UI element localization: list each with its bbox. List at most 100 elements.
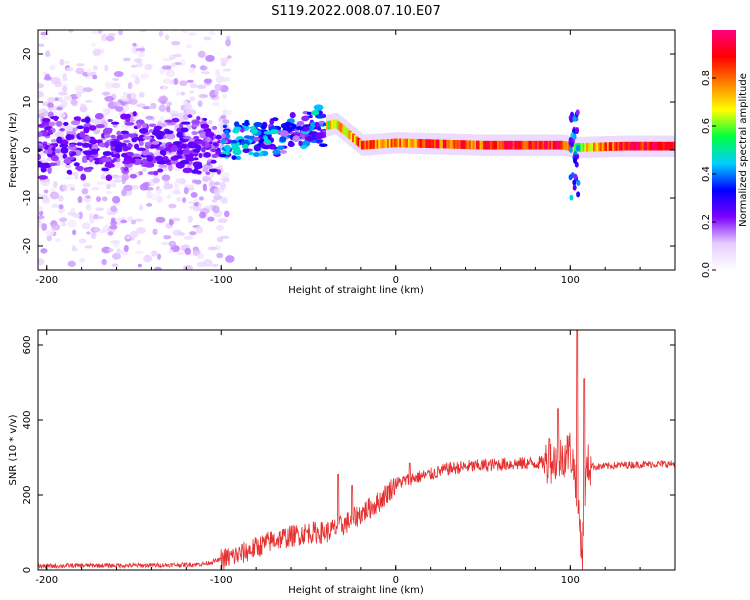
spectrogram-noise-cell [96, 181, 106, 185]
spectrogram-noise-cell [162, 86, 168, 90]
spectrogram-ridge-cell [367, 140, 371, 150]
spectrogram-band-cell [47, 167, 52, 174]
spectrogram-band-cell [179, 159, 190, 165]
spectrogram-noise-cell [144, 63, 153, 71]
spectrogram-band-cell [263, 130, 274, 135]
spectrogram-noise-cell [121, 172, 129, 181]
spectrogram-noise-cell [117, 284, 121, 290]
spectrogram-band-cell [94, 160, 100, 165]
spectrogram-noise-cell [112, 77, 120, 82]
spectrogram-band-cell [38, 131, 43, 138]
spectrogram-noise-cell [130, 219, 136, 225]
spectrogram-noise-cell [46, 235, 53, 242]
spectrogram-ridge-cell [585, 142, 589, 152]
spectrogram-noise-cell [134, 77, 140, 85]
spectrogram-noise-cell [53, 181, 58, 189]
spectrogram-noise-cell [121, 189, 127, 197]
spectrogram-noise-cell [158, 30, 164, 37]
spectrogram-ridge-cell [490, 140, 494, 150]
snr-y-tick-label: 400 [22, 410, 33, 429]
spectrogram-noise-cell [38, 219, 42, 223]
spectrogram-ridge-cell [329, 120, 333, 130]
spectrogram-noise-cell [51, 203, 59, 209]
spectrogram-ridge-cell [650, 141, 654, 151]
spectrogram-noise-cell [190, 192, 198, 198]
spectrogram-ridge-cell [409, 138, 413, 148]
spectrogram-band-cell [73, 116, 82, 121]
spectrogram-noise-cell [225, 35, 231, 40]
spectrogram-band-cell [110, 143, 117, 147]
spectrogram-ridge-cell [369, 140, 373, 149]
spectrogram-noise-cell [226, 55, 232, 59]
spectrogram-ridge-cell [601, 142, 605, 152]
spectrogram-ridge-cell [392, 138, 396, 148]
colorbar-tick-label: 0.8 [701, 70, 712, 86]
spectrogram-band-cell [203, 152, 211, 158]
spectrogram-noise-cell [65, 67, 75, 72]
spectrogram-ridge-cell [325, 121, 329, 130]
spectrogram-noise-cell [40, 35, 50, 41]
spectrogram-band-cell [54, 149, 61, 154]
spectrogram-ridge-cell [427, 139, 431, 148]
spectrogram-noise-cell [129, 230, 139, 238]
spectrogram-band-cell [308, 114, 313, 119]
spectrogram-ridge-cell [498, 140, 502, 150]
spectrogram-noise-cell [54, 238, 62, 242]
spectrogram-noise-cell [107, 231, 114, 236]
spectrogram-ridge-cell [521, 140, 525, 150]
spectrogram-noise-cell [196, 261, 207, 268]
spectrogram-band-cell [221, 133, 227, 139]
spectrogram-noise-cell [154, 0, 161, 2]
spectrogram-noise-cell [88, 285, 94, 292]
spectrogram-band-cell [212, 125, 218, 130]
spectrogram-noise-cell [101, 196, 108, 202]
spectrogram-burst-cell [572, 184, 577, 191]
spectrogram-band-cell [279, 136, 287, 143]
spectrogram-noise-cell [40, 248, 48, 254]
spectrogram-ridge-cell [327, 120, 331, 130]
spectrogram-ridge-cell [414, 139, 418, 148]
spectrogram-ridge-cell [605, 142, 609, 151]
spectrogram-noise-cell [104, 95, 114, 102]
spectrogram-noise-cell [62, 85, 68, 93]
spectrogram-band-cell [112, 153, 120, 158]
spectrogram-ridge-cell [556, 140, 560, 150]
spectrogram-band-cell [139, 127, 149, 134]
spectrogram-noise-cell [196, 253, 205, 259]
spectrogram-noise-cell [88, 281, 92, 285]
spectrogram-ridge-cell [483, 140, 487, 150]
spectrogram-band-cell [215, 134, 222, 140]
spectrogram-band-cell [284, 121, 292, 128]
spectrogram-noise-cell [161, 241, 169, 246]
spectrogram-ridge-cell [355, 136, 359, 146]
spectrogram-band-cell [242, 143, 249, 149]
spectrogram-burst-cell [575, 109, 580, 116]
spectrogram-ridge-cell [559, 140, 563, 150]
colorbar: 0.0 0.2 0.4 0.6 0.8 Normalized spectral ampl… [701, 30, 749, 278]
spectrogram-ridge-cell [552, 140, 556, 150]
spectrogram-band-cell [101, 157, 112, 163]
spectrogram-ridge-cell [394, 138, 398, 148]
spectrogram-band-cell [107, 118, 113, 123]
spectrogram-noise-cell [197, 100, 203, 108]
spectrogram-noise-cell [82, 182, 91, 188]
spectrogram-noise-cell [105, 183, 111, 190]
spectrogram-ridge-cell [622, 141, 626, 151]
spectrogram-noise-cell [222, 108, 228, 116]
spectrogram-ridge-cell [479, 140, 483, 150]
spectrogram-noise-cell [40, 31, 47, 36]
spectrogram-noise-cell [152, 177, 160, 184]
spectrogram-band-cell [141, 122, 148, 129]
spectrogram-ridge-cell [671, 141, 675, 151]
snr-x-tick-label: -100 [210, 575, 233, 586]
spectrogram-band-cell [216, 169, 222, 175]
spectrogram-band-cell [190, 169, 200, 174]
spectrogram-band-cell [220, 138, 226, 145]
spectrogram-noise-cell [153, 320, 162, 326]
spectrogram-band-cell [187, 114, 193, 118]
spectrogram-ridge-cell [666, 141, 670, 151]
spectrogram-noise-cell [122, 91, 128, 96]
spectrogram-noise-cell [179, 80, 188, 86]
spectrogram-band-cell [198, 152, 203, 158]
colorbar-tick-label: 0.2 [701, 214, 712, 230]
